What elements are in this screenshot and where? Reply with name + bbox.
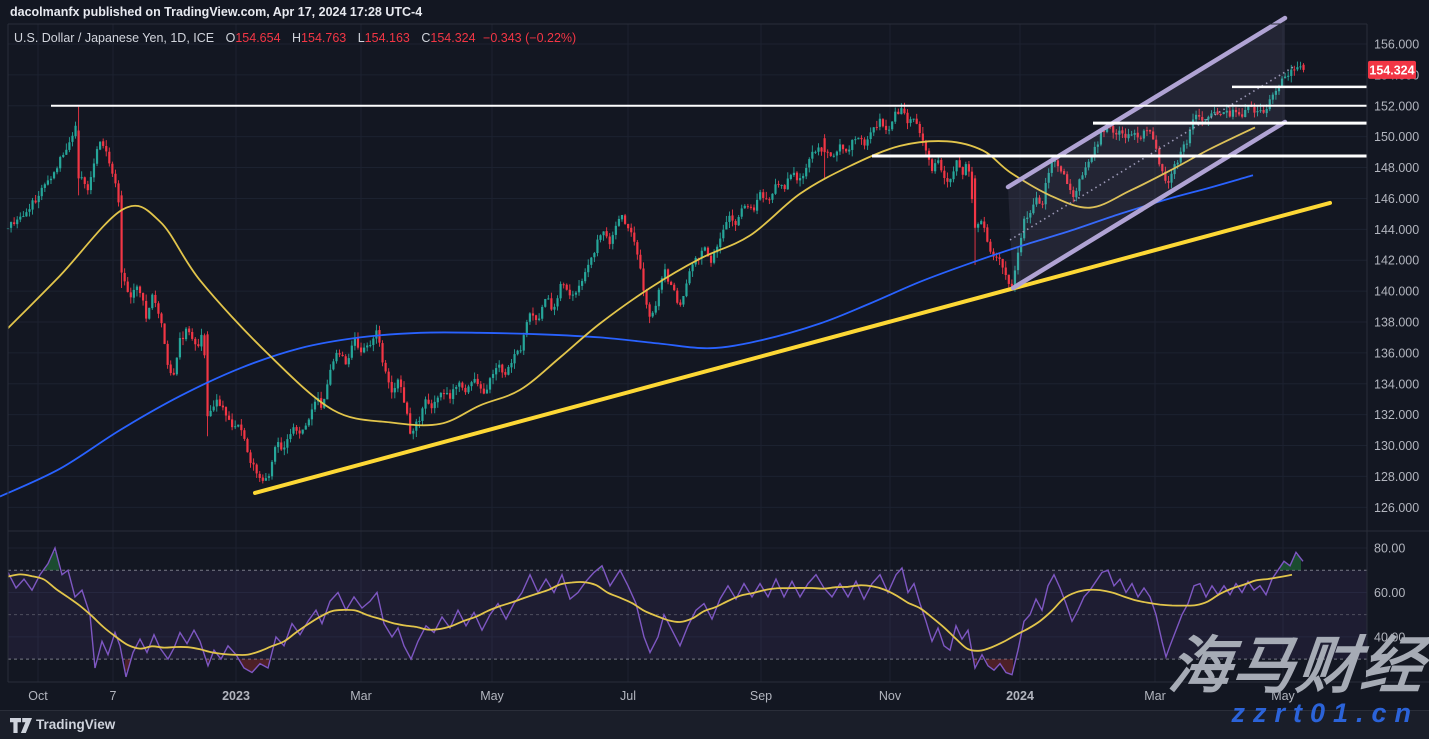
price-axis-label: 152.000 xyxy=(1374,99,1419,113)
time-axis-label-Nov: Nov xyxy=(879,689,902,703)
time-axis-label-Jul: Jul xyxy=(620,689,636,703)
bottom-toolbar: TradingView xyxy=(0,710,1429,739)
price-axis-label: 144.000 xyxy=(1374,223,1419,237)
change-value: −0.343 (−0.22%) xyxy=(483,31,577,45)
time-axis-label-May: May xyxy=(480,689,504,703)
price-axis[interactable]: 156.000154.000152.000150.000148.000146.0… xyxy=(1368,38,1419,645)
price-axis-label: 132.000 xyxy=(1374,408,1419,422)
high-value: 154.763 xyxy=(301,31,347,45)
high-label: H xyxy=(292,31,302,45)
pane-frame xyxy=(7,23,1429,683)
price-axis-label: 142.000 xyxy=(1374,254,1419,268)
rsi-axis-label: 80.00 xyxy=(1374,542,1405,556)
time-axis-label-Mar: Mar xyxy=(350,689,372,703)
watermark-chinese: 海马财经 xyxy=(1165,632,1429,701)
last-price-badge: 154.324 xyxy=(1368,60,1416,79)
time-axis-label-7: 7 xyxy=(110,689,117,703)
ma-fast-yellow-line[interactable] xyxy=(7,126,1256,427)
price-axis-label: 128.000 xyxy=(1374,470,1419,484)
price-axis-label: 126.000 xyxy=(1374,501,1419,515)
time-axis[interactable]: Oct 7 2023 Mar May Jul Sep Nov 2024 Mar May xyxy=(28,689,1295,703)
price-axis-label: 146.000 xyxy=(1374,192,1419,206)
price-axis-label: 130.000 xyxy=(1374,439,1419,453)
symbol-legend[interactable]: U.S. Dollar / Japanese Yen, 1D, ICE O154… xyxy=(14,31,576,45)
time-axis-label-Sep: Sep xyxy=(750,689,772,703)
price-pane[interactable] xyxy=(0,15,1367,498)
rsi-pane[interactable] xyxy=(7,545,1367,678)
price-axis-label: 150.000 xyxy=(1374,130,1419,144)
rsi-ma-line[interactable] xyxy=(7,573,1293,656)
rsi-line[interactable] xyxy=(7,545,1304,678)
time-axis-label-Oct: Oct xyxy=(28,689,48,703)
tradingview-logo-icon[interactable] xyxy=(10,718,32,738)
publisher-bar: dacolmanfx published on TradingView.com,… xyxy=(0,0,1429,24)
rsi-axis-label: 40.00 xyxy=(1374,630,1405,644)
rsi-overbought-fill xyxy=(44,551,1301,571)
price-axis-label: 156.000 xyxy=(1374,38,1419,52)
price-axis-label: 138.000 xyxy=(1374,315,1419,329)
time-axis-label-2024: 2024 xyxy=(1006,689,1034,703)
time-axis-label-Mar: Mar xyxy=(1144,689,1166,703)
candlestick-series xyxy=(6,61,1305,484)
ma-slow-blue-line[interactable] xyxy=(0,174,1254,498)
close-value: 154.324 xyxy=(430,31,476,45)
open-value: 154.654 xyxy=(235,31,281,45)
svg-text:154.324: 154.324 xyxy=(1369,63,1414,77)
open-label: O xyxy=(225,31,236,45)
price-axis-label: 136.000 xyxy=(1374,346,1419,360)
close-label: C xyxy=(421,31,431,45)
rsi-axis-label: 60.00 xyxy=(1374,586,1405,600)
price-axis-label: 134.000 xyxy=(1374,377,1419,391)
channel-upper-line[interactable] xyxy=(1005,15,1288,190)
rsi-band-fill xyxy=(8,570,1367,660)
channel-fill xyxy=(1008,18,1285,289)
low-label: L xyxy=(357,31,365,45)
yellow-trendline[interactable] xyxy=(253,200,1332,495)
low-value: 154.163 xyxy=(364,31,410,45)
channel-median-dotted-line[interactable] xyxy=(1009,65,1296,241)
price-axis-label: 140.000 xyxy=(1374,285,1419,299)
symbol-title: U.S. Dollar / Japanese Yen, 1D, ICE xyxy=(14,31,215,45)
time-axis-label-May: May xyxy=(1271,689,1295,703)
price-axis-label: 148.000 xyxy=(1374,161,1419,175)
publisher-line: dacolmanfx published on TradingView.com,… xyxy=(10,5,423,19)
channel-lower-line[interactable] xyxy=(1010,119,1288,291)
time-axis-label-2023: 2023 xyxy=(222,689,250,703)
watermark-site: zzrt01.cn xyxy=(1231,698,1419,728)
tradingview-brand-label[interactable]: TradingView xyxy=(36,717,116,732)
